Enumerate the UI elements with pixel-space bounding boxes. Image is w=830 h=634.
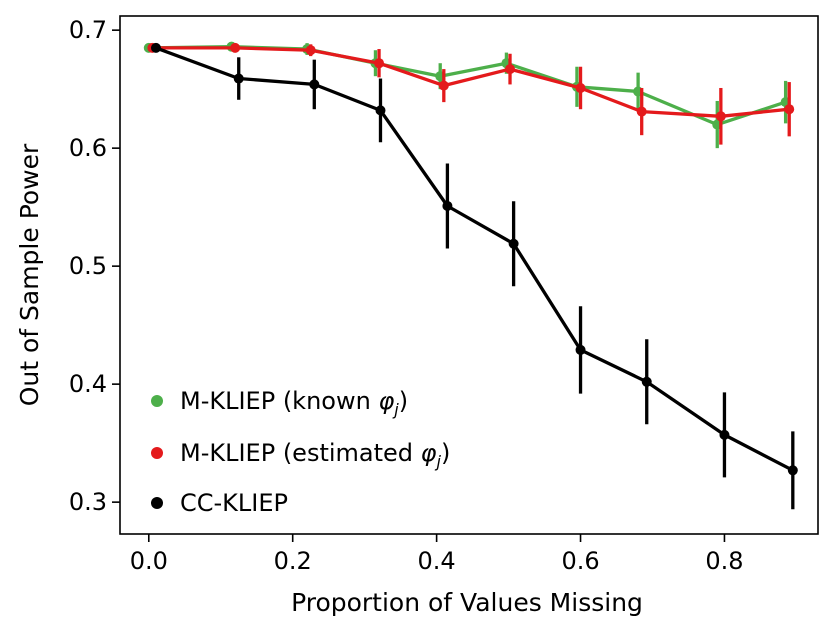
legend-item: CC-KLIEP: [151, 489, 288, 517]
y-tick-label: 0.3: [69, 488, 107, 516]
legend-marker: [151, 497, 163, 509]
x-tick-label: 0.8: [705, 547, 743, 575]
data-point: [230, 42, 241, 53]
x-tick-label: 0.0: [130, 547, 168, 575]
x-axis-label: Proportion of Values Missing: [291, 588, 643, 617]
legend-marker: [151, 447, 163, 459]
y-tick-label: 0.4: [69, 370, 107, 398]
data-point: [309, 79, 320, 90]
data-point: [375, 105, 386, 116]
data-point: [636, 106, 647, 117]
data-point: [784, 104, 795, 115]
series-1: [147, 42, 795, 145]
legend-label: CC-KLIEP: [180, 489, 288, 517]
data-point: [787, 465, 798, 476]
y-axis-label: Out of Sample Power: [15, 143, 44, 406]
series-line: [152, 46, 790, 118]
data-point: [505, 64, 516, 75]
data-point: [641, 376, 652, 387]
legend-label: M-KLIEP (estimated φj): [180, 439, 450, 471]
data-point: [442, 200, 453, 211]
plot-frame: [119, 15, 819, 535]
data-point: [374, 58, 385, 69]
data-point: [233, 73, 244, 84]
plot-area: [120, 16, 818, 534]
data-point: [575, 82, 586, 93]
legend: M-KLIEP (known φj) M-KLIEP (estimated φj)…: [151, 387, 450, 517]
legend-item: M-KLIEP (estimated φj): [151, 439, 450, 471]
axes-layer: 0.0 0.2 0.4 0.6 0.8 0.3 0.4 0.5 0.6 0.7: [69, 16, 744, 575]
data-point: [508, 238, 519, 249]
x-tick-label: 0.2: [274, 547, 312, 575]
series-layer: [143, 41, 798, 510]
data-point: [575, 344, 586, 355]
data-point: [305, 45, 316, 56]
data-point: [715, 111, 726, 122]
x-tick-label: 0.6: [561, 547, 599, 575]
legend-item: M-KLIEP (known φj): [151, 387, 408, 419]
x-tick-label: 0.4: [418, 547, 456, 575]
data-point: [150, 42, 161, 53]
y-tick-label: 0.7: [69, 16, 107, 44]
y-tick-label: 0.5: [69, 252, 107, 280]
data-point: [719, 429, 730, 440]
series-line: [155, 46, 794, 472]
series-2: [150, 42, 798, 510]
legend-marker: [151, 395, 163, 407]
y-tick-label: 0.6: [69, 134, 107, 162]
data-point: [438, 80, 449, 91]
legend-label: M-KLIEP (known φj): [180, 387, 408, 419]
